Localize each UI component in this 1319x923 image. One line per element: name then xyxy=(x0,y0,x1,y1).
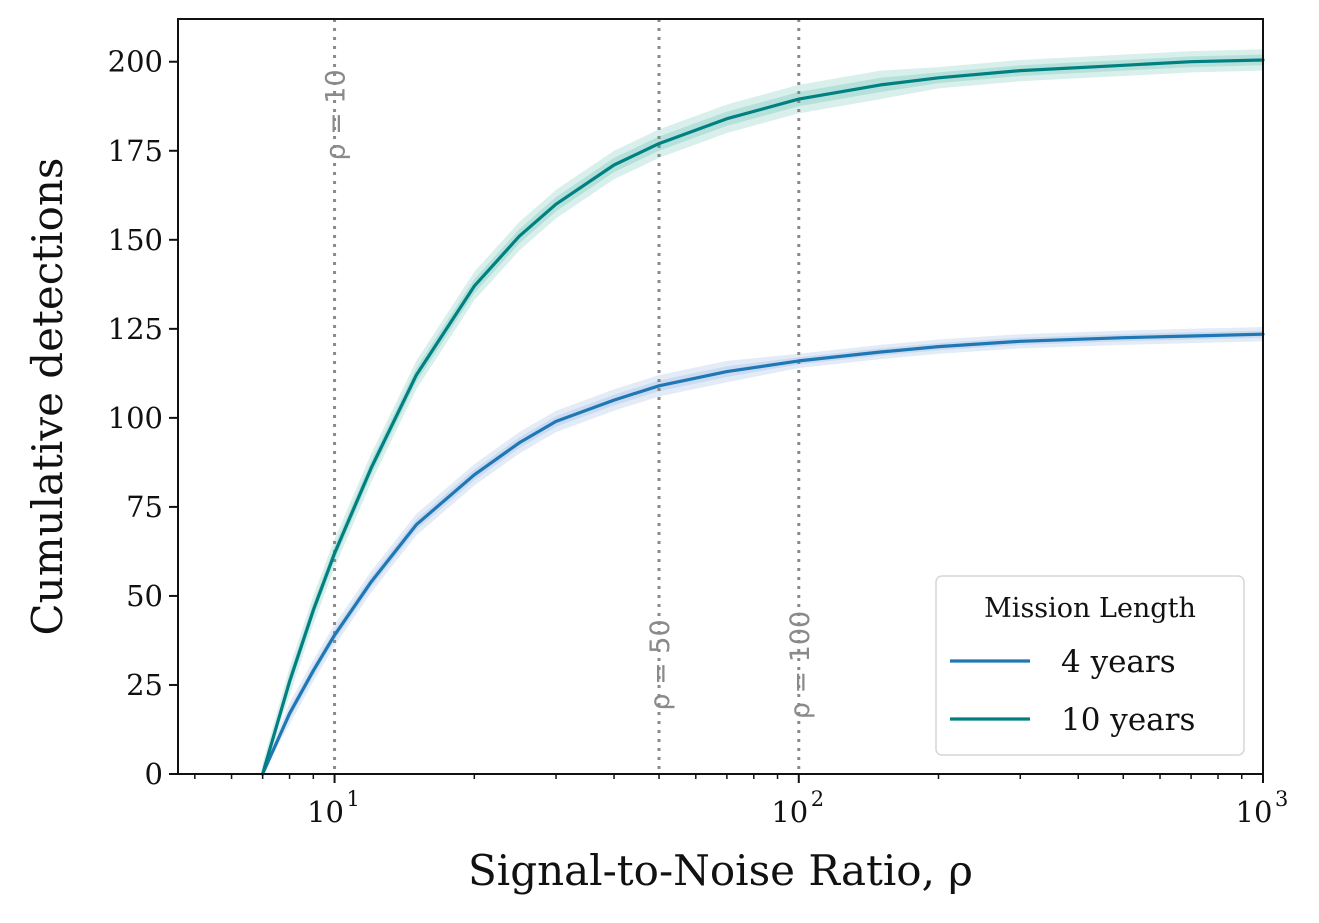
legend-label-1: 4 years xyxy=(1061,644,1176,680)
series-line-1 xyxy=(261,332,1265,776)
y-axis-label: Cumulative detections xyxy=(23,158,72,636)
confidence-bands xyxy=(262,49,1264,775)
legend-box xyxy=(935,575,1245,756)
x-tick-label-3: 10 xyxy=(1236,795,1273,829)
x-axis-label: Signal-to-Noise Ratio, ρ xyxy=(468,846,973,895)
y-tick-label-7: 150 xyxy=(108,223,163,257)
legend-label-2: 10 years xyxy=(1061,702,1195,738)
y-tick-label-2: 25 xyxy=(126,668,163,702)
legend: Mission Length 4 years 10 years xyxy=(935,575,1245,756)
y-tick-label-1: 0 xyxy=(145,757,163,791)
band-1-outer xyxy=(262,327,1264,774)
reference-lines: ρ = 10 ρ = 50 ρ = 100 xyxy=(321,19,816,774)
y-tick-label-6: 125 xyxy=(108,312,163,346)
legend-title: Mission Length xyxy=(984,593,1196,624)
y-tick-label-3: 50 xyxy=(126,579,163,613)
y-tick-label-5: 100 xyxy=(108,401,163,435)
plot-frame xyxy=(177,18,1264,775)
reference-line-label-3: ρ = 100 xyxy=(785,611,816,719)
series-lines xyxy=(261,58,1265,776)
x-tick-exponent-1: 1 xyxy=(347,787,360,811)
x-tick-exponent-2: 2 xyxy=(811,787,824,811)
band-2-outer xyxy=(262,49,1264,775)
x-tick-exponent-3: 3 xyxy=(1275,787,1288,811)
y-tick-label-4: 75 xyxy=(126,490,163,524)
reference-line-label-1: ρ = 10 xyxy=(321,69,352,160)
reference-line-label-2: ρ = 50 xyxy=(645,619,676,710)
x-tick-label-1: 10 xyxy=(307,795,344,829)
x-tick-label-2: 10 xyxy=(771,795,808,829)
series-line-2 xyxy=(261,58,1265,776)
y-tick-label-8: 175 xyxy=(108,134,163,168)
y-tick-label-9: 200 xyxy=(108,45,163,79)
